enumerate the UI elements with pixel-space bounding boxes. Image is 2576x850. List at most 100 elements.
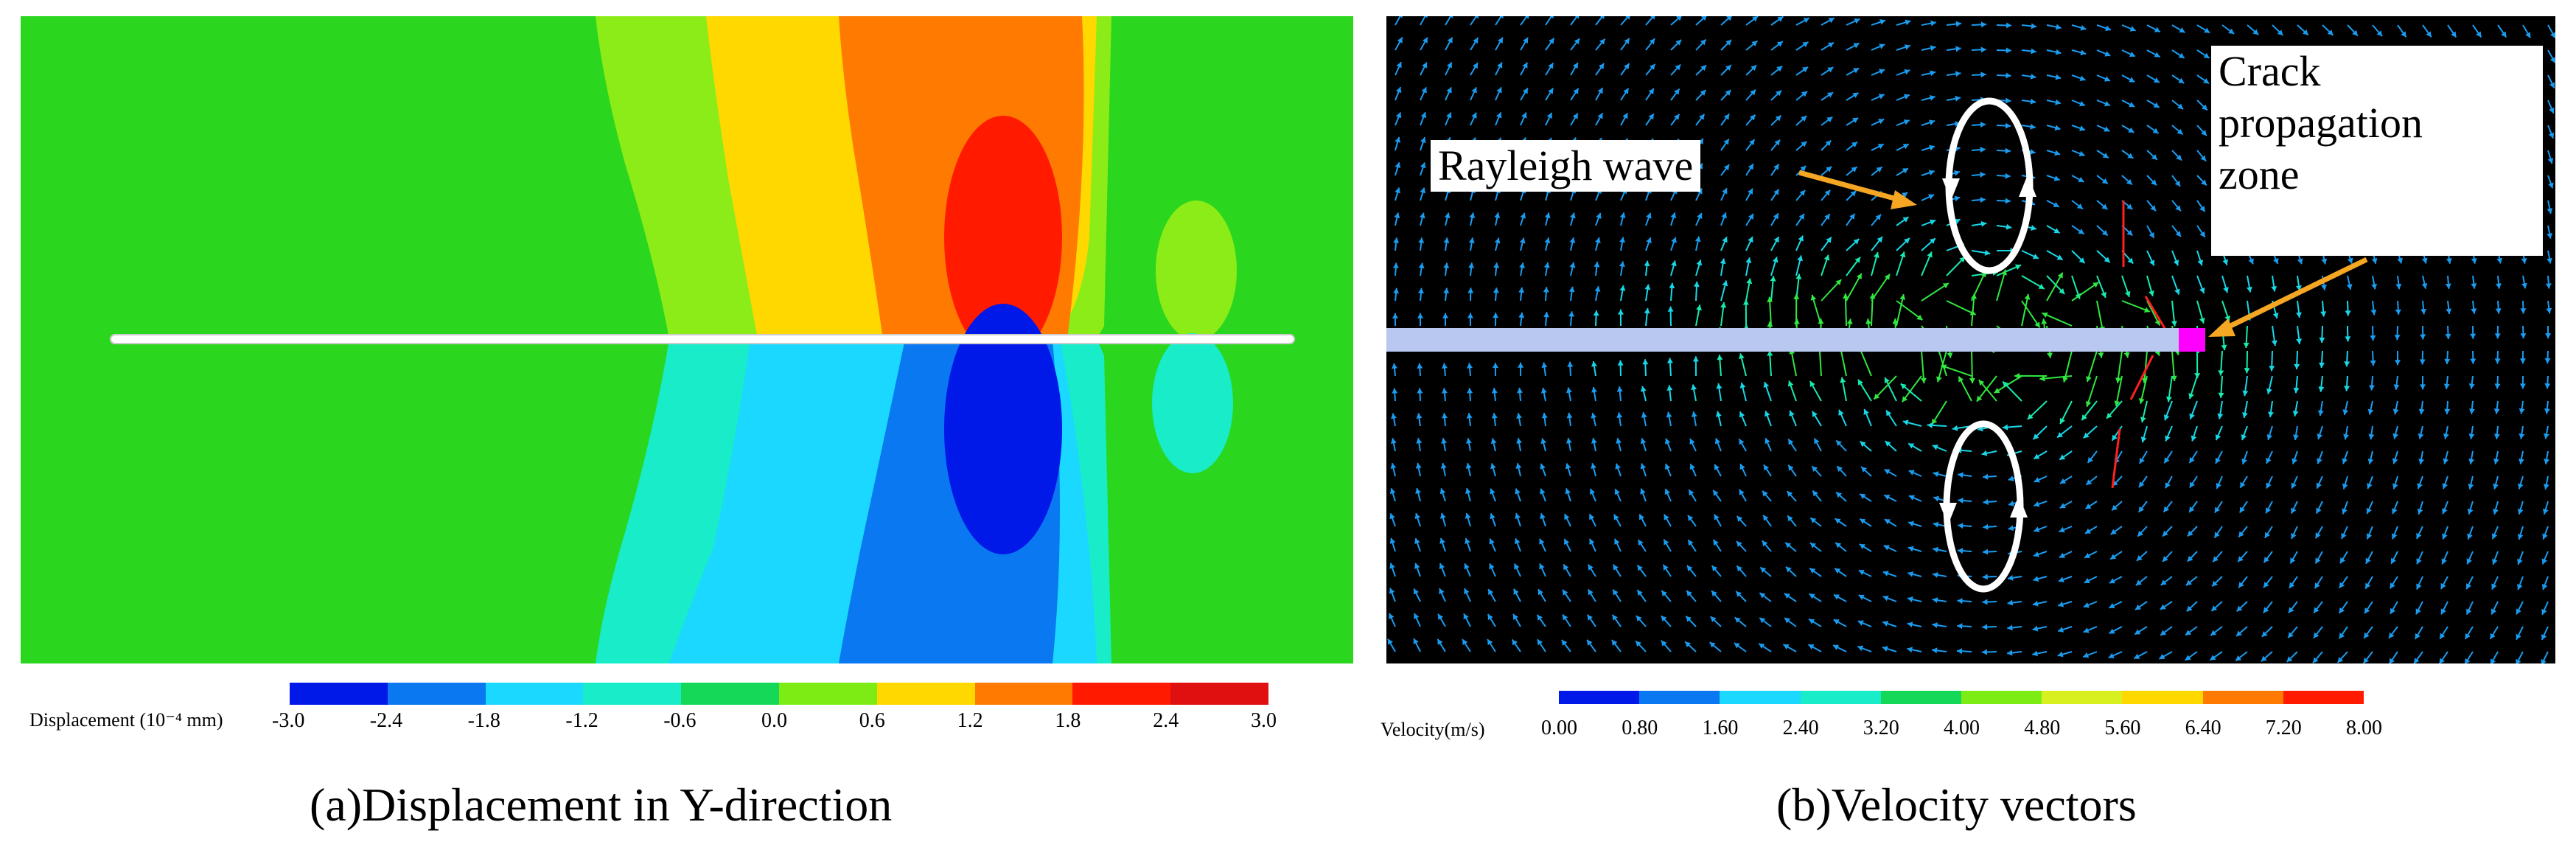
vector-arrowhead [1541, 362, 1548, 368]
vector-arrowhead [2029, 148, 2036, 155]
vector-arrowhead [2008, 525, 2014, 532]
vector-arrowhead [1389, 588, 1395, 594]
loop-arrowhead [2019, 175, 2036, 197]
color-swatch [778, 683, 877, 705]
vector-arrowhead [2263, 607, 2269, 613]
vector-arrowhead [1776, 41, 1783, 47]
vector-arrowhead [1619, 285, 1626, 291]
vector-arrowhead [2197, 259, 2204, 266]
vector-arrowhead [2286, 656, 2293, 662]
vector-arrowhead [1978, 380, 1985, 386]
vector-arrowhead [2491, 658, 2496, 665]
vector-arrowhead [1932, 445, 1938, 450]
vector-arrowhead [2199, 206, 2205, 212]
vector-arrowhead [2189, 481, 2196, 488]
vector-arrowhead [1837, 466, 1843, 473]
vector-arrowhead [1613, 564, 1619, 571]
vector-arrowhead [1591, 438, 1597, 444]
color-swatch [974, 683, 1073, 705]
displacement-colorbar [290, 683, 1268, 705]
vector-arrowhead [2084, 528, 2092, 534]
vector-arrowhead [2084, 552, 2091, 558]
vector-arrowhead [1591, 360, 1597, 367]
vector-arrowhead [1882, 646, 1888, 652]
vector-arrowhead [2187, 555, 2193, 562]
vector-arrowhead [2175, 205, 2181, 212]
vector-arrowhead [1612, 614, 1618, 621]
vector-arrowhead [1930, 70, 1936, 77]
vector-arrowhead [2238, 556, 2244, 562]
vector-arrowhead [1797, 255, 1804, 262]
vector-arrowhead [1933, 521, 1939, 528]
vector-arrowhead [2078, 100, 2085, 107]
vector-arrowhead [2083, 602, 2090, 608]
vector-arrowhead [1809, 619, 1815, 624]
vector-arrowhead [1566, 412, 1573, 419]
vector-arrowhead [2140, 417, 2146, 423]
vector-arrowhead [2371, 283, 2378, 290]
vector-arrowhead [1591, 463, 1597, 470]
vector-arrowhead [2395, 309, 2401, 315]
vector-arrowhead [1983, 473, 1989, 480]
vector-arrowhead [2390, 557, 2397, 564]
vector-arrowhead [2520, 333, 2527, 339]
rayleigh-arrow-line [1798, 170, 1903, 203]
vector-arrowhead [1670, 212, 1677, 219]
vector-arrowhead [2005, 198, 2011, 204]
vector-arrowhead [1720, 258, 1726, 265]
vector-arrowhead [2365, 557, 2371, 564]
vector-arrowhead [1487, 639, 1493, 646]
vector-arrowhead [1723, 114, 1730, 120]
vector-arrowhead [2519, 408, 2525, 414]
vector-arrowhead [1594, 286, 1601, 292]
vector-arrowhead [2440, 633, 2446, 639]
vector-arrowhead [2174, 180, 2181, 187]
vector-arrowhead [1471, 87, 1477, 94]
vector-arrowhead [1390, 463, 1397, 469]
vector-arrowhead [1933, 471, 1939, 478]
vector-arrowhead [1958, 523, 1964, 529]
vector-arrowhead [1908, 443, 1915, 449]
vector-arrowhead [2295, 285, 2302, 291]
vector-arrowhead [1697, 212, 1703, 220]
vector-arrowhead [2516, 658, 2521, 665]
vector-arrowhead [1713, 490, 1719, 496]
vector-arrowhead [1661, 591, 1667, 597]
vector-arrowhead [1739, 464, 1745, 470]
vector-arrowhead [2188, 393, 2194, 400]
vector-arrowhead [2058, 601, 2064, 607]
vector-arrowhead [1518, 312, 1525, 318]
vector-arrowhead [2199, 317, 2205, 324]
vector-arrowhead [1589, 488, 1596, 495]
vector-arrowhead [2273, 258, 2279, 265]
vector-arrowhead [1884, 519, 1891, 525]
vector-arrowhead [1700, 15, 1707, 21]
vector-arrowhead [1664, 489, 1671, 495]
displacement-contour-svg [21, 16, 1353, 663]
vector-arrowhead [1473, 38, 1479, 44]
right-lobe-upper [1156, 201, 1237, 341]
vector-arrowhead [2519, 358, 2526, 364]
vector-arrowhead [1572, 113, 1578, 119]
vector-arrowhead [1488, 589, 1494, 596]
vector-arrowhead [1798, 213, 1804, 220]
vector-arrowhead [1691, 384, 1697, 391]
vector-arrowhead [2078, 150, 2085, 157]
vector-arrowhead [2138, 506, 2145, 512]
vector-arrowhead [1420, 112, 1427, 119]
vector-arrowhead [2171, 321, 2177, 327]
velocity-vector [2039, 375, 2073, 380]
vector-arrowhead [1736, 565, 1743, 572]
vector-arrowhead [1749, 114, 1756, 121]
loop-arrowhead [1942, 178, 1960, 201]
vector-arrowhead [1899, 251, 1906, 258]
vector-arrowhead [2296, 338, 2303, 344]
vector-arrowhead [2217, 413, 2224, 419]
vector-arrowhead [1640, 488, 1646, 495]
color-swatch [1559, 691, 1640, 704]
vector-arrowhead [1982, 624, 1988, 630]
vector-arrowhead [2104, 51, 2111, 57]
vector-arrowhead [2127, 153, 2134, 158]
vector-arrowhead [1849, 213, 1855, 220]
vector-arrowhead [2392, 433, 2399, 439]
